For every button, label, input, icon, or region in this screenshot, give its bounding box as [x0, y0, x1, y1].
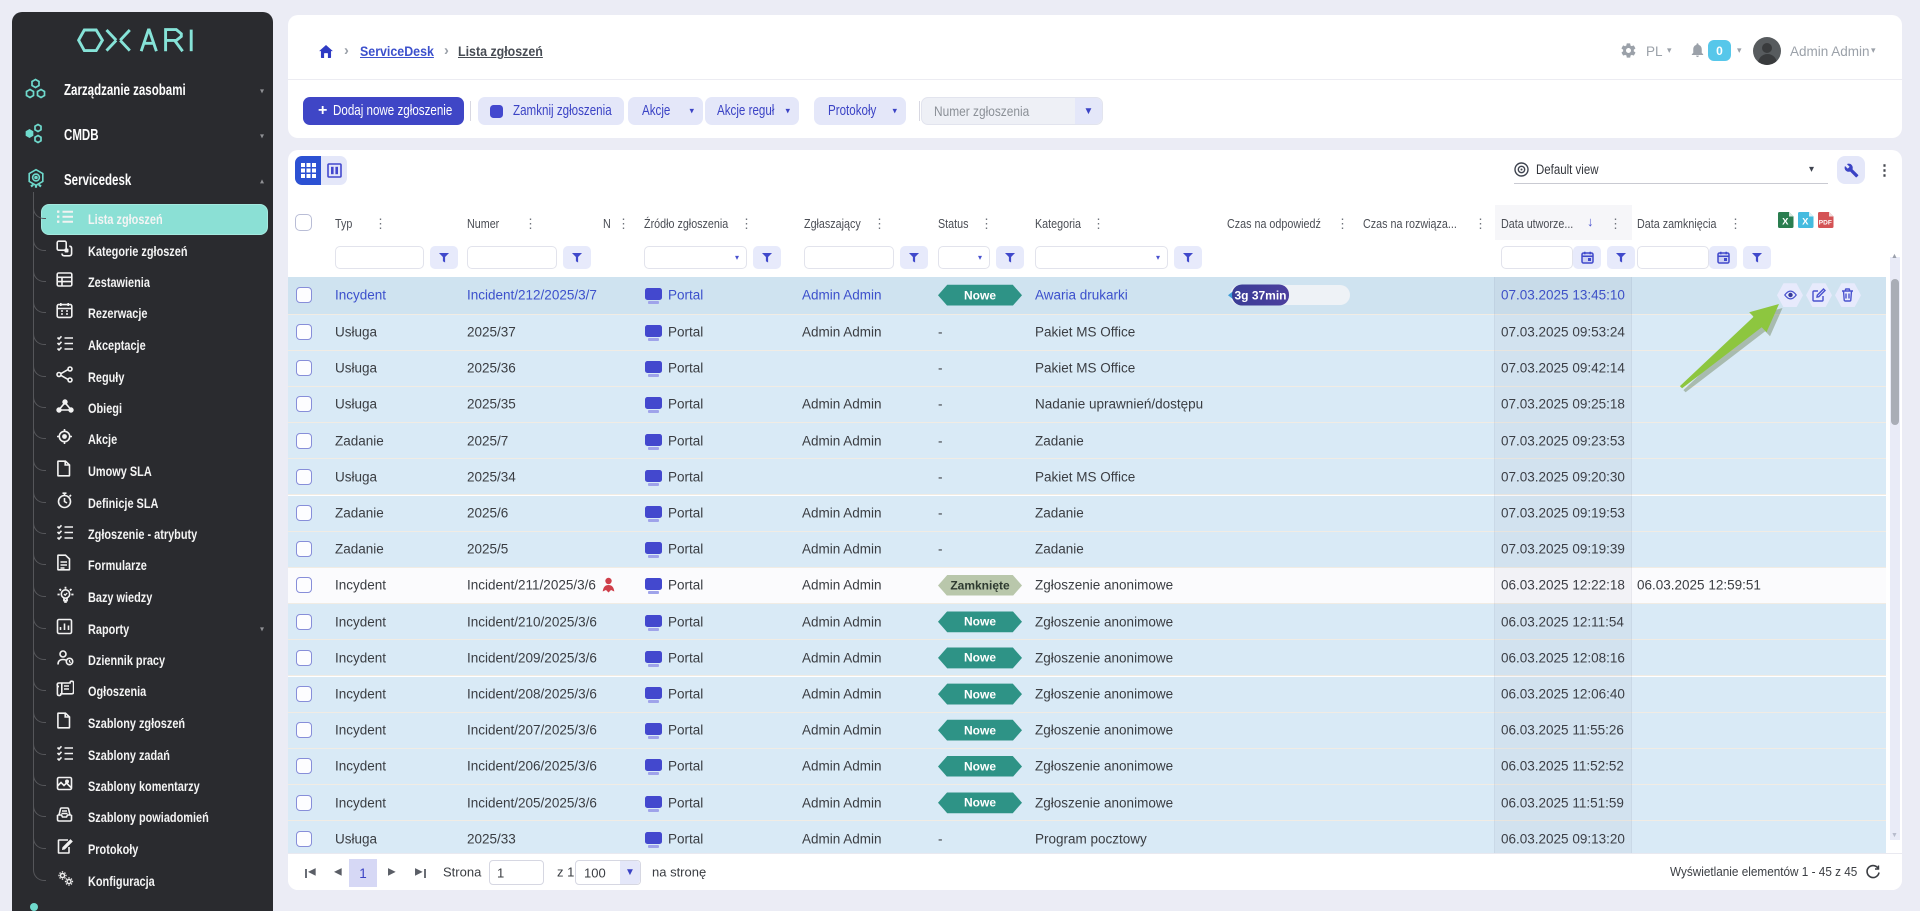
- svg-text:X: X: [1782, 217, 1789, 228]
- svg-text:PDF: PDF: [1819, 220, 1832, 227]
- svg-text:X: X: [1802, 217, 1809, 228]
